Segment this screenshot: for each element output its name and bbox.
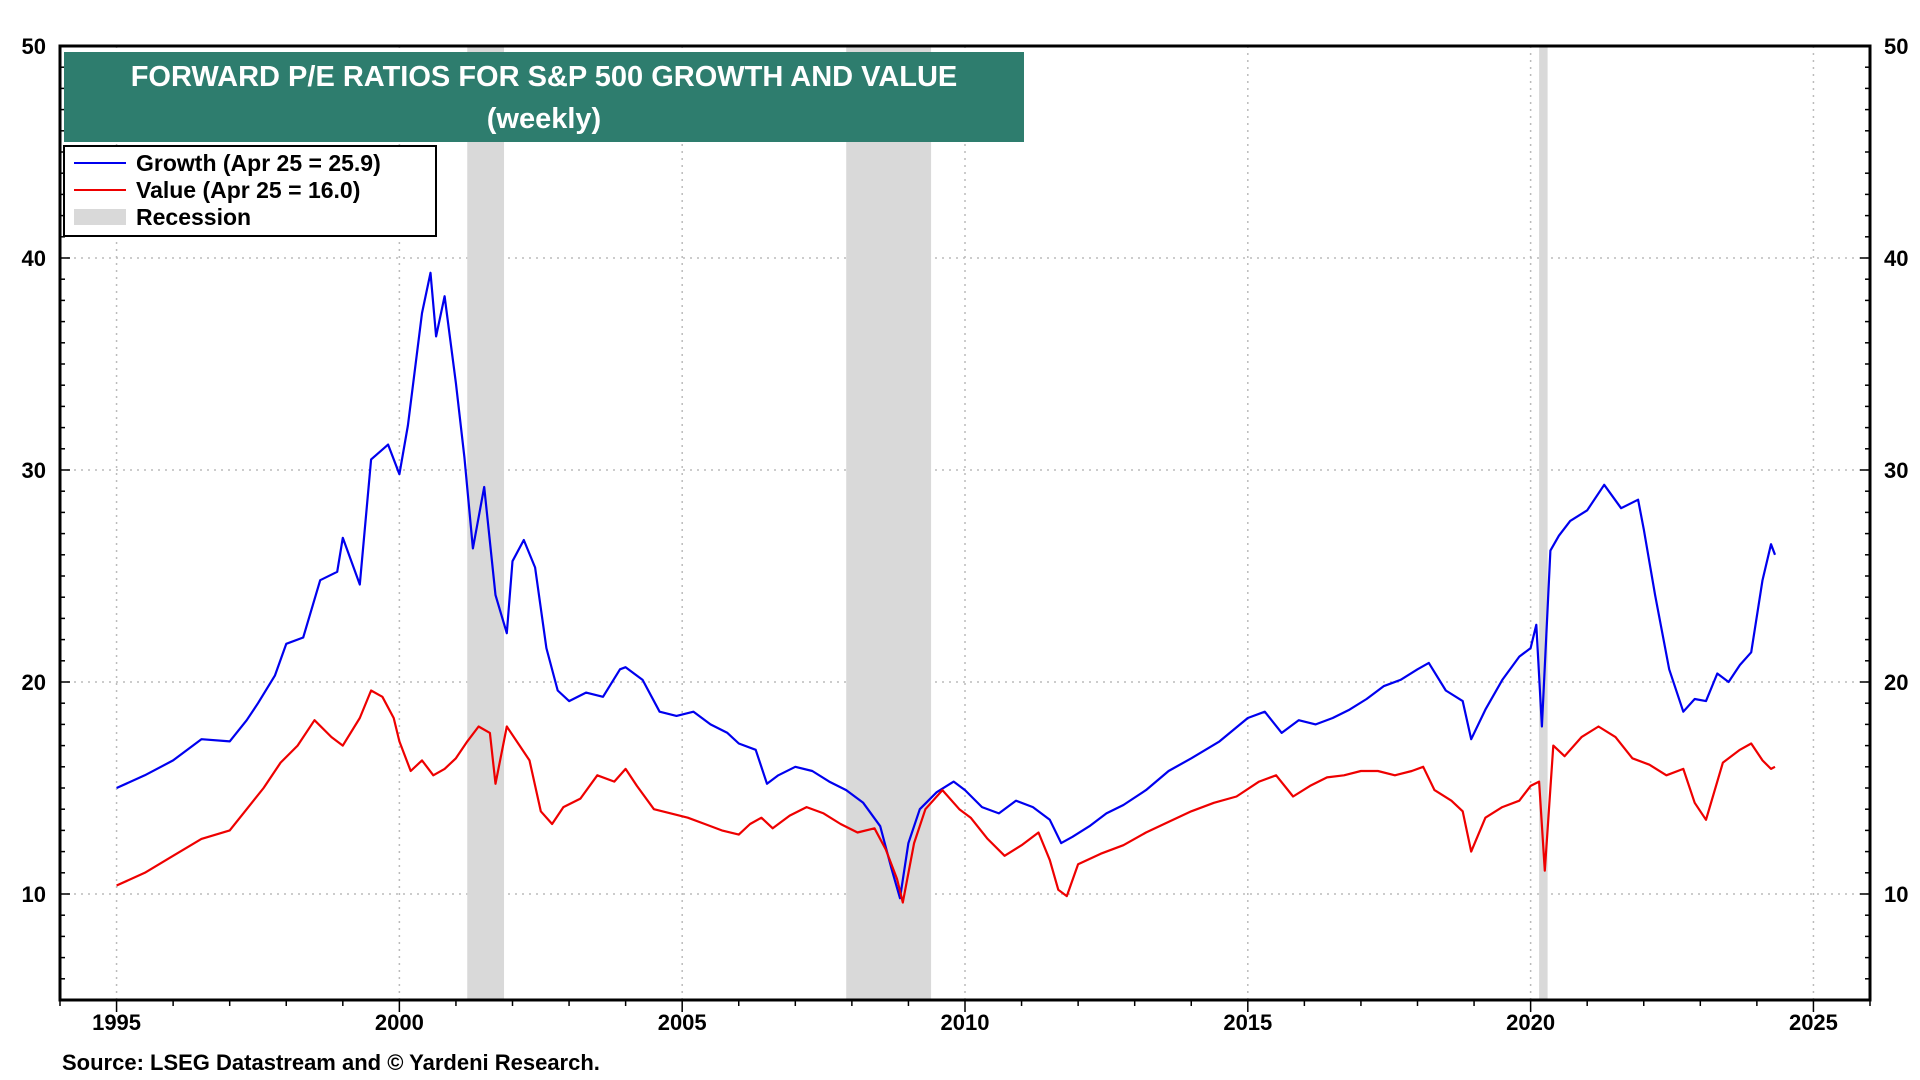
y-tick-label-right: 10 [1884, 882, 1908, 907]
y-tick-label-right: 40 [1884, 246, 1908, 271]
y-tick-label-left: 50 [22, 34, 46, 59]
x-tick-label: 2025 [1789, 1010, 1838, 1035]
y-tick-label-left: 30 [22, 458, 46, 483]
chart-title-box: FORWARD P/E RATIOS FOR S&P 500 GROWTH AN… [64, 52, 1024, 142]
legend-label-value: Value (Apr 25 = 16.0) [136, 177, 360, 203]
recession-bands [467, 46, 1548, 1000]
series-line-growth [116, 271, 1777, 900]
y-tick-label-right: 20 [1884, 670, 1908, 695]
y-tick-label-left: 20 [22, 670, 46, 695]
chart-title: FORWARD P/E RATIOS FOR S&P 500 GROWTH AN… [131, 61, 958, 93]
x-tick-label: 2020 [1506, 1010, 1555, 1035]
x-tick-label: 2010 [941, 1010, 990, 1035]
recession-band [467, 46, 505, 1000]
series-line-value [116, 689, 1776, 904]
x-tick-label: 2015 [1223, 1010, 1272, 1035]
legend-label-growth: Growth (Apr 25 = 25.9) [136, 150, 381, 176]
y-tick-label-left: 10 [22, 882, 46, 907]
legend-swatch-recession [74, 209, 126, 225]
y-tick-label-left: 40 [22, 246, 46, 271]
y-tick-label-right: 50 [1884, 34, 1908, 59]
x-tick-label: 2000 [375, 1010, 424, 1035]
legend: Growth (Apr 25 = 25.9) Value (Apr 25 = 1… [63, 145, 437, 237]
y-tick-label-right: 30 [1884, 458, 1908, 483]
x-tick-label: 1995 [92, 1010, 141, 1035]
recession-band [1539, 46, 1548, 1000]
source-note: Source: LSEG Datastream and © Yardeni Re… [62, 1050, 600, 1075]
title-background [64, 52, 1024, 142]
legend-label-recession: Recession [136, 204, 251, 230]
x-tick-label: 2005 [658, 1010, 707, 1035]
chart-subtitle: (weekly) [487, 103, 601, 135]
series-layer [116, 271, 1777, 904]
recession-band [846, 46, 932, 1000]
